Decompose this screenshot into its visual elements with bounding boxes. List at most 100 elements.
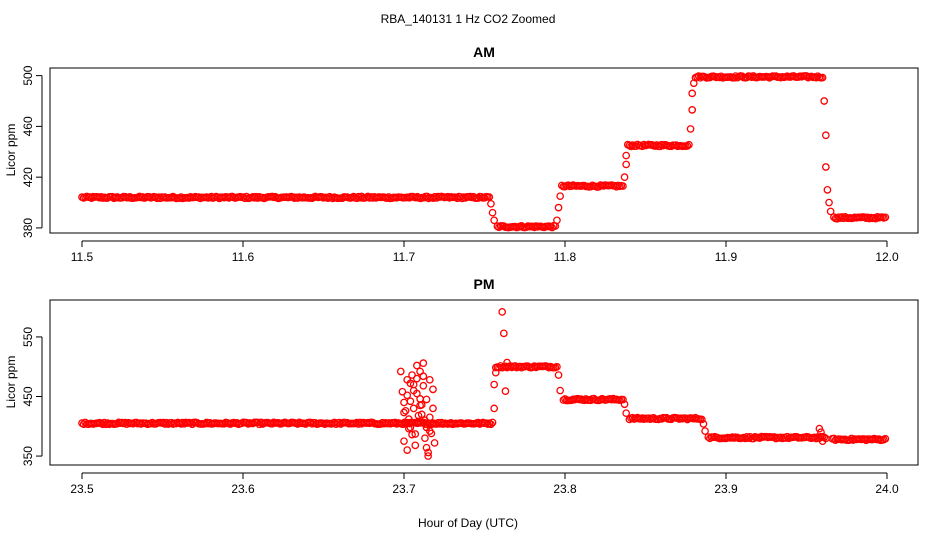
pm-cluster-point-29 [429,385,437,394]
pm-cluster-point-10 [408,371,416,379]
pm-cluster-point-7 [404,415,413,423]
pm-cluster-point-39 [401,406,410,415]
pm-segment-1-point-38 [553,362,561,371]
am-x-tick-label: 11.8 [554,250,577,264]
pm-cluster-point-26 [425,375,434,384]
am-segment-0-point-255 [485,193,494,201]
pm-cluster-point-46 [408,430,416,439]
pm-transition-point-6 [503,358,511,367]
am-panel: AM Licor ppm 11.5 11.6 11.7 11.8 11.9 12.0 38… [4,44,919,264]
pm-panel: PM Licor ppm 23.5 23.6 23.7 23.8 23.9 24.0 35… [4,276,919,496]
pm-transition-point-4 [499,329,508,338]
am-transition-point-7 [622,160,631,169]
pm-cluster-point-30 [429,404,437,413]
pm-transition-point-7 [554,371,563,379]
pm-cluster-point-6 [403,446,412,454]
pm-cluster-point-35 [414,411,423,420]
am-transition-point-3 [553,216,561,225]
am-transition-point-4 [554,203,563,212]
pm-transition-point-9 [620,400,629,409]
am-transition-point-14 [821,131,830,140]
pm-segment-2-point-37 [619,395,627,404]
am-segment-0-point-252 [480,193,489,202]
am-transition-point-13 [820,97,829,105]
pm-transition-point-8 [556,386,565,395]
pm-cluster-point-33 [404,424,413,433]
pm-cluster-point-0 [396,367,405,376]
pm-data-points [78,308,890,460]
am-segment-3-point-37 [683,142,692,150]
pm-x-tick-label: 23.6 [231,482,255,496]
am-y-tick-label: 460 [21,116,35,136]
pm-x-tick-label: 23.7 [392,482,416,496]
pm-cluster-point-45 [403,391,412,400]
am-transition-point-10 [688,106,697,114]
am-x-tick-label: 11.6 [232,250,255,264]
am-y-axis: 380 420 460 500 [21,65,43,238]
am-transition-point-8 [622,151,631,160]
pm-cluster-point-12 [409,404,418,413]
am-transition-point-6 [620,173,629,181]
am-segment-3-point-38 [685,140,693,149]
pm-y-tick-label: 350 [21,446,35,466]
am-x-tick-label: 12.0 [875,250,899,264]
am-transition-point-11 [688,89,697,98]
am-transition-point-9 [686,125,695,133]
pm-cluster-point-3 [400,437,408,446]
am-panel-title: AM [473,44,495,60]
pm-cluster-point-34 [409,386,418,395]
pm-transition-point-2 [491,368,500,377]
am-transition-point-18 [826,207,835,216]
pm-cluster-point-32 [400,398,408,407]
am-y-tick-label: 380 [21,218,35,238]
pm-cluster-point-22 [421,434,429,443]
pm-cluster-point-21 [419,381,428,390]
pm-cluster-point-9 [406,423,415,432]
pm-cluster-point-38 [429,420,437,428]
pm-cluster-point-25 [424,448,432,457]
pm-x-axis: 23.5 23.6 23.7 23.8 23.9 24.0 [70,472,899,496]
pm-cluster-point-31 [430,439,439,447]
pm-transition-point-11 [699,420,708,428]
am-y-tick-label: 420 [21,167,35,187]
am-transition-point-12 [689,79,698,88]
pm-panel-title: PM [474,276,495,292]
pm-cluster-point-49 [422,443,431,452]
pm-plot-frame [49,299,919,466]
am-transition-point-17 [825,198,833,207]
am-data-points [78,72,890,232]
pm-cluster-point-14 [413,361,421,370]
am-transition-point-1 [488,208,497,217]
pm-transition-point-3 [498,308,507,316]
pm-transition-point-10 [622,409,631,418]
pm-segment-0-point-257 [488,418,497,427]
pm-cluster-point-23 [422,395,431,404]
figure-x-axis-label: Hour of Day (UTC) [418,516,518,530]
pm-cluster-point-41 [411,441,420,450]
am-transition-point-2 [490,216,499,225]
pm-cluster-point-40 [406,379,415,388]
pm-cluster-point-47 [413,374,421,383]
pm-cluster-point-48 [417,400,426,409]
am-segment-5-point-32 [881,213,890,222]
pm-cluster-point-13 [411,430,420,438]
am-y-tick-label: 500 [21,65,35,85]
pm-segment-0-point-256 [487,420,495,429]
pm-transition-point-5 [501,387,510,395]
am-y-axis-label: Licor ppm [4,124,18,177]
am-segment-4-point-79 [818,73,827,82]
am-transition-point-5 [556,192,565,201]
pm-x-tick-label: 23.5 [70,482,94,496]
am-x-tick-label: 11.5 [71,250,94,264]
pm-x-tick-label: 23.8 [553,482,577,496]
am-transition-point-16 [823,186,832,194]
am-transition-point-15 [821,163,830,171]
pm-transition-point-12 [701,427,709,435]
pm-segment-5-point-33 [881,434,890,443]
am-x-tick-label: 11.9 [715,250,738,264]
pm-transition-point-0 [490,404,499,413]
pm-y-axis: 350 450 550 [21,327,43,466]
pm-transition-point-15 [818,437,827,446]
pm-cluster-point-20 [419,359,428,367]
